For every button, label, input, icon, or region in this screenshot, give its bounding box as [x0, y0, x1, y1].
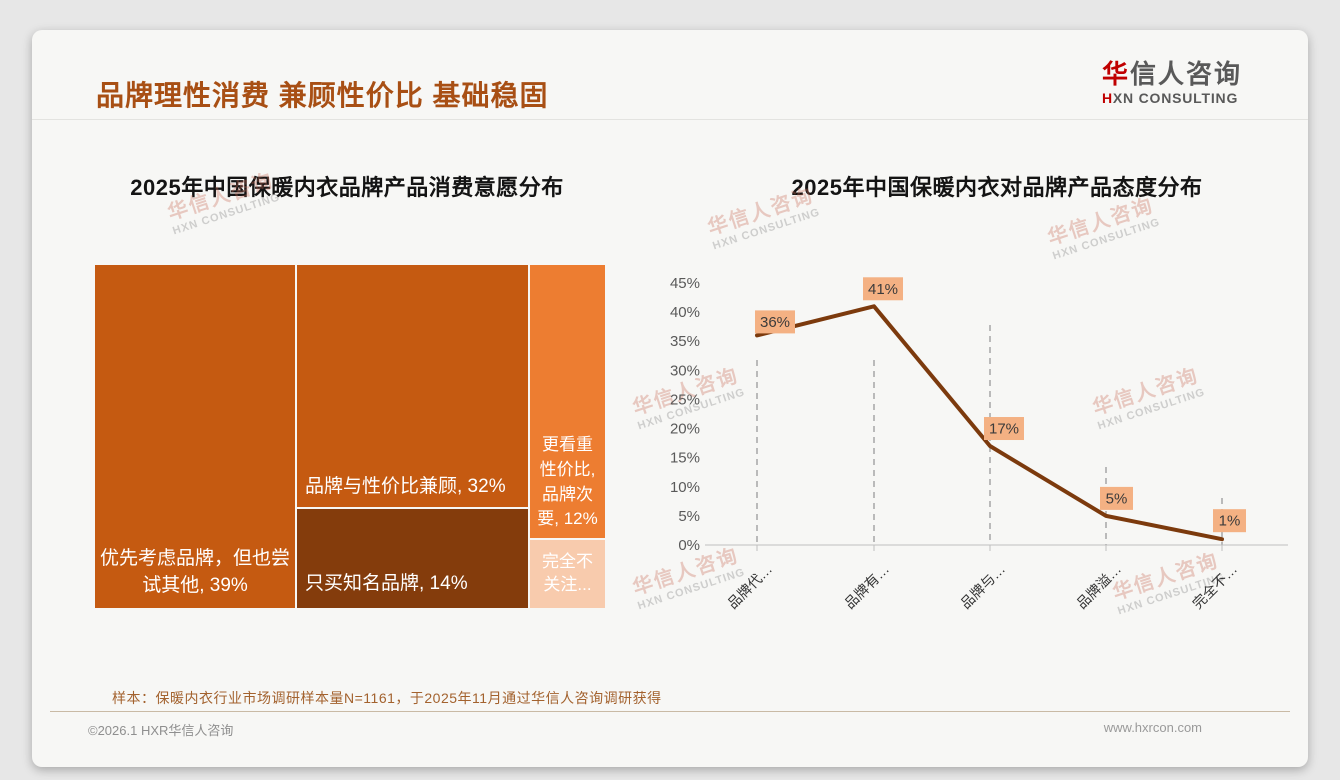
y-tick-label: 25%	[670, 391, 700, 408]
y-tick-label: 40%	[670, 304, 700, 321]
page-title: 品牌理性消费 兼顾性价比 基础稳固	[96, 80, 549, 111]
data-label-bg	[1100, 486, 1133, 510]
data-label-bg	[1213, 509, 1246, 533]
sample-footnote: 样本：保暖内衣行业市场调研样本量N=1161，于2025年11月通过华信人咨询调…	[112, 690, 662, 706]
line-chart: 0% 5% 10% 15% 20% 25% 30% 35% 40% 45% 品牌代… 品牌有… 品牌与……	[670, 275, 1288, 612]
footer-divider	[50, 711, 1290, 712]
treemap-block-value-first: 更看重性价比, 品牌次要, 12%	[530, 265, 605, 538]
line-series	[755, 304, 1224, 542]
company-logo: 华信人咨询 HXN CONSULTING	[1102, 60, 1242, 106]
treemap-label: 更看重性价比, 品牌次要, 12%	[537, 435, 598, 529]
website-url: www.hxrcon.com	[1103, 720, 1202, 735]
data-label-bg	[755, 310, 795, 334]
y-tick-label: 35%	[670, 333, 700, 350]
logo-en-rest: XN CONSULTING	[1112, 89, 1239, 106]
slide-card: 华信人咨询 HXN CONSULTING 华信人咨询 HXN CONSULTIN…	[32, 30, 1308, 767]
data-label-bg	[984, 417, 1024, 441]
treemap-chart: 优先考虑品牌，但也尝试其他, 39% 品牌与性价比兼顾, 32% 只买知名品牌,…	[95, 265, 607, 608]
treemap-block-brand-and-value: 品牌与性价比兼顾, 32%	[297, 265, 528, 507]
y-tick-label: 20%	[670, 421, 700, 438]
y-tick-label: 5%	[678, 508, 700, 525]
data-label: 36%	[760, 314, 790, 331]
y-tick-label: 10%	[670, 479, 700, 496]
treemap-block-only-famous-brand: 只买知名品牌, 14%	[297, 509, 528, 608]
header-divider	[32, 119, 1308, 120]
treemap-label: 完全不关注...	[542, 552, 593, 594]
logo-zh-text: 华信人咨询	[1102, 60, 1242, 89]
logo-zh-first-char: 华	[1101, 59, 1130, 89]
data-label-bg	[863, 277, 903, 301]
y-tick-label: 30%	[670, 362, 700, 379]
treemap-label: 优先考虑品牌，但也尝试其他, 39%	[99, 547, 290, 597]
logo-en-first-char: H	[1101, 89, 1113, 106]
treemap-block-priority-brand: 优先考虑品牌，但也尝试其他, 39%	[95, 265, 295, 608]
y-tick-label: 15%	[670, 450, 700, 467]
treemap-chart-title: 2025年中国保暖内衣品牌产品消费意愿分布	[130, 175, 564, 200]
data-label: 17%	[989, 421, 1019, 438]
y-tick-label: 45%	[670, 275, 700, 292]
x-category-label: 品牌溢…	[1073, 561, 1124, 612]
y-tick-label: 0%	[678, 537, 700, 554]
data-label: 5%	[1106, 490, 1128, 507]
logo-en-text: HXN CONSULTING	[1102, 90, 1242, 106]
x-category-label: 完全不…	[1189, 561, 1240, 612]
copyright-text: ©2026.1 HXR华信人咨询	[88, 723, 234, 738]
data-label: 1%	[1219, 513, 1241, 530]
data-label: 41%	[868, 281, 898, 298]
treemap-block-no-attention: 完全不关注...	[530, 540, 605, 608]
treemap-label: 品牌与性价比兼顾, 32%	[305, 476, 506, 498]
treemap-label: 只买知名品牌, 14%	[305, 573, 468, 595]
x-category-label: 品牌代…	[724, 561, 775, 612]
x-category-label: 品牌与…	[957, 561, 1008, 612]
x-category-label: 品牌有…	[841, 561, 892, 612]
line-chart-title: 2025年中国保暖内衣对品牌产品态度分布	[791, 175, 1203, 200]
logo-zh-rest: 信人咨询	[1129, 59, 1242, 89]
